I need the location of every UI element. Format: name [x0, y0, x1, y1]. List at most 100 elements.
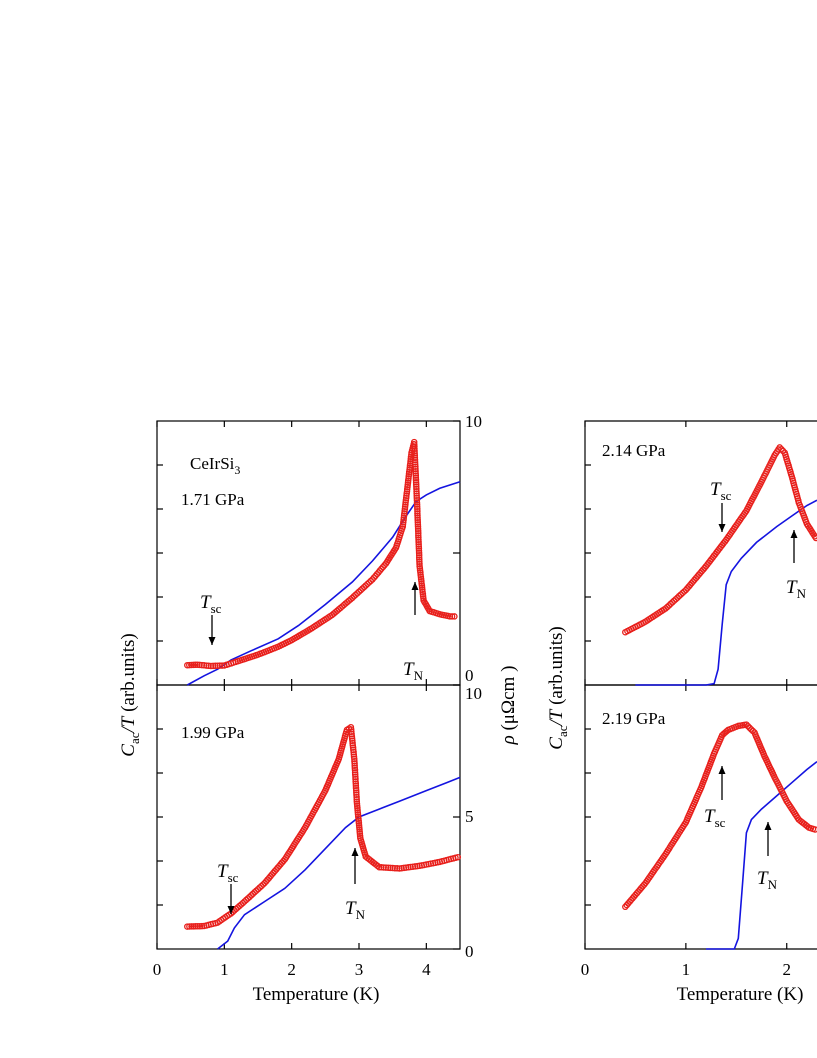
specific-heat-markers-p214 [622, 444, 817, 636]
x-tick-label: 1 [682, 960, 691, 979]
tn-label: TN [757, 868, 778, 892]
specific-heat-point [414, 512, 421, 519]
specific-heat-point [400, 512, 408, 519]
specific-heat-point [412, 481, 420, 488]
x-tick-label: 4 [422, 960, 431, 979]
tn-arrow-head [411, 582, 419, 590]
specific-heat-point [413, 483, 420, 491]
specific-heat-point [194, 922, 202, 930]
specific-heat-markers-p199 [184, 723, 462, 930]
specific-heat-point [198, 661, 206, 669]
right-y-tick-label: 10 [465, 684, 482, 703]
specific-heat-point [417, 573, 425, 581]
specific-heat-point [399, 523, 407, 530]
specific-heat-point [352, 778, 359, 785]
right-y-tick-label: 0 [465, 942, 474, 961]
specific-heat-point [414, 516, 421, 524]
tn-arrow-head [764, 822, 772, 830]
specific-heat-point [411, 461, 419, 468]
specific-heat-point [402, 494, 410, 502]
specific-heat-point [212, 662, 219, 670]
specific-heat-point [378, 864, 385, 871]
specific-heat-point [367, 577, 375, 585]
specific-heat-point [411, 447, 418, 455]
specific-heat-point [352, 775, 359, 783]
specific-heat-point [216, 662, 224, 669]
resistivity-curve-p199 [217, 776, 461, 950]
specific-heat-point [356, 826, 363, 833]
specific-heat-point [192, 923, 199, 930]
specific-heat-point [352, 780, 360, 787]
specific-heat-point [351, 764, 359, 772]
specific-heat-point [353, 789, 360, 796]
specific-heat-point [413, 503, 421, 511]
specific-heat-point [393, 865, 401, 872]
x-tick-label: 2 [287, 960, 296, 979]
specific-heat-point [351, 771, 359, 778]
specific-heat-point [380, 864, 387, 871]
tn-arrow-head [790, 530, 798, 538]
x-tick-label: 0 [581, 960, 590, 979]
specific-heat-point [417, 569, 424, 576]
specific-heat-point [411, 458, 419, 466]
tsc-arrow-head [227, 906, 235, 914]
specific-heat-point [207, 662, 215, 670]
specific-heat-point [415, 538, 422, 546]
specific-heat-point [416, 560, 423, 568]
specific-heat-point [414, 521, 422, 528]
specific-heat-point [414, 510, 421, 517]
specific-heat-point [391, 864, 399, 872]
specific-heat-point [412, 476, 420, 484]
tsc-arrow-head [718, 766, 726, 774]
specific-heat-point [349, 744, 357, 751]
specific-heat-point [356, 830, 364, 838]
specific-heat-point [375, 863, 383, 871]
resistivity-curve-p214 [635, 499, 817, 686]
tn-arrow-head [351, 848, 359, 856]
specific-heat-point [411, 450, 418, 457]
specific-heat-point [353, 791, 360, 799]
pressure-label: 2.19 GPa [602, 709, 666, 728]
specific-heat-point [353, 798, 361, 805]
specific-heat-point [411, 441, 418, 448]
specific-heat-point [353, 793, 360, 801]
specific-heat-point [413, 492, 420, 499]
specific-heat-point [415, 529, 422, 537]
specific-heat-point [454, 853, 462, 861]
specific-heat-point [413, 485, 420, 493]
y-axis-label-left: Cac/T (arb.units) [118, 633, 142, 756]
specific-heat-point [351, 760, 358, 767]
specific-heat-point [418, 577, 425, 585]
specific-heat-point [351, 769, 359, 776]
right-y-tick-label: 10 [465, 412, 482, 431]
specific-heat-point [415, 554, 423, 561]
specific-heat-point [414, 525, 422, 533]
specific-heat-point [188, 923, 195, 930]
specific-heat-point [414, 518, 422, 526]
pressure-label: 1.99 GPa [181, 723, 245, 742]
specific-heat-point [349, 737, 356, 745]
specific-heat-point [413, 496, 421, 504]
specific-heat-point [412, 474, 420, 482]
specific-heat-point [198, 922, 206, 930]
pressure-label: 2.14 GPa [602, 441, 666, 460]
specific-heat-point [415, 549, 423, 557]
tsc-label: Tsc [200, 592, 222, 616]
specific-heat-point [411, 454, 419, 462]
specific-heat-point [811, 826, 817, 833]
specific-heat-point [414, 523, 422, 530]
tsc-arrow-head [208, 637, 216, 645]
specific-heat-point [354, 811, 362, 818]
specific-heat-point [384, 864, 392, 871]
right-y-tick-label: 5 [465, 807, 474, 826]
specific-heat-point [205, 662, 212, 670]
pressure-label: 1.71 GPa [181, 490, 245, 509]
specific-heat-point [403, 488, 411, 495]
x-axis-label: Temperature (K) [253, 984, 380, 1005]
x-tick-label: 1 [220, 960, 229, 979]
specific-heat-point [415, 534, 422, 541]
specific-heat-point [351, 766, 359, 774]
specific-heat-point [415, 543, 423, 550]
specific-heat-point [400, 516, 407, 524]
